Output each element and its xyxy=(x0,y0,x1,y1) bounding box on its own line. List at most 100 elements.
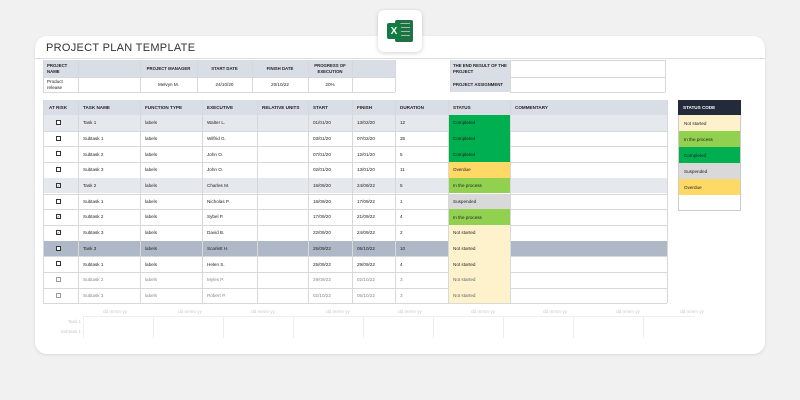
grid-line xyxy=(202,100,203,304)
gantt-date-placeholder: dd mmm yy xyxy=(471,308,495,314)
column-header: AT RISK xyxy=(49,104,68,110)
status-badge: In the process xyxy=(448,209,510,225)
start-cell: 01/01/20 xyxy=(313,120,331,126)
legend-item-not-started: Not started xyxy=(678,115,741,131)
row-divider xyxy=(43,287,667,289)
task-row-bg xyxy=(510,177,667,194)
function-type-cell: labels xyxy=(145,245,158,251)
at-risk-checkbox[interactable] xyxy=(56,167,61,173)
start-cell: 16/09/20 xyxy=(313,183,331,189)
gantt-row-label: Task 1 xyxy=(67,318,81,324)
status-badge: Completed xyxy=(448,130,510,147)
duration-cell: 3 xyxy=(400,292,403,298)
at-risk-checkbox[interactable] xyxy=(56,261,61,267)
duration-cell: 1 xyxy=(400,198,403,204)
grid-line xyxy=(665,60,666,92)
executive-cell: John O. xyxy=(207,167,224,173)
finish-cell: 13/02/20 xyxy=(357,120,375,126)
start-cell: 17/09/20 xyxy=(313,214,331,220)
info-header-assignment: PROJECT ASSIGNMENT xyxy=(453,81,503,87)
table-header-row xyxy=(43,100,667,115)
task-row-bg xyxy=(43,177,448,194)
status-badge: Not started xyxy=(448,224,510,241)
grid-line xyxy=(667,100,668,304)
info-header-cell xyxy=(352,60,395,77)
start-cell: 29/09/22 xyxy=(313,277,331,283)
column-header: RELATIVE UNITS xyxy=(262,104,300,110)
function-type-cell: labels xyxy=(145,261,158,267)
function-type-cell: labels xyxy=(145,167,158,173)
executive-cell: Walter L. xyxy=(207,120,226,126)
grid-line xyxy=(78,60,79,92)
finish-cell: 05/10/22 xyxy=(357,292,375,298)
duration-cell: 5 xyxy=(400,183,403,189)
function-type-cell: labels xyxy=(145,277,158,283)
at-risk-checkbox[interactable] xyxy=(56,292,61,298)
task-name-cell: Subtask 1 xyxy=(83,135,104,141)
row-divider xyxy=(43,193,667,195)
grid-line xyxy=(257,100,258,304)
task-name-cell: Subtask 3 xyxy=(83,167,104,173)
gantt-row-label: Subtask 1 xyxy=(60,328,81,334)
task-name-cell: Task 1 xyxy=(83,120,97,126)
executive-cell: Helen S. xyxy=(207,261,225,267)
gantt-date-placeholder: dd mmm yy xyxy=(326,308,350,314)
at-risk-checkbox[interactable] xyxy=(56,151,61,157)
row-divider xyxy=(43,272,667,273)
grid-line xyxy=(252,60,253,92)
row-divider xyxy=(43,162,667,164)
start-cell: 25/09/22 xyxy=(313,245,331,251)
function-type-cell: labels xyxy=(145,198,158,204)
function-type-cell: labels xyxy=(145,135,158,141)
at-risk-checkbox[interactable] xyxy=(56,198,61,204)
status-badge: Overdue xyxy=(448,162,510,178)
at-risk-checkbox[interactable] xyxy=(56,277,61,282)
function-type-cell: labels xyxy=(145,230,158,236)
finish-cell: 05/10/22 xyxy=(357,245,375,251)
at-risk-checkbox[interactable] xyxy=(56,120,61,125)
task-name-cell: Subtask 1 xyxy=(83,261,104,267)
grid-line xyxy=(153,316,154,339)
function-type-cell: labels xyxy=(145,151,158,157)
finish-cell: 24/09/22 xyxy=(357,230,375,236)
at-risk-checkbox[interactable]: ✓ xyxy=(56,214,61,220)
gantt-date-placeholder: dd mmm yy xyxy=(103,308,127,314)
grid-line xyxy=(83,316,695,318)
at-risk-checkbox[interactable] xyxy=(56,135,61,141)
legend-item-overdue: Overdue xyxy=(678,179,741,195)
grid-line xyxy=(43,92,395,93)
task-name-cell: Subtask 2 xyxy=(83,151,104,157)
finish-cell: 21/09/22 xyxy=(357,214,375,220)
info-header-cell xyxy=(308,60,352,77)
start-cell: 07/01/20 xyxy=(313,151,331,157)
grid-line xyxy=(352,100,353,304)
start-cell: 02/10/22 xyxy=(313,292,331,298)
at-risk-checkbox[interactable]: ✓ xyxy=(56,182,61,188)
grid-line xyxy=(510,60,511,92)
executive-cell: Sybel P. xyxy=(207,214,224,220)
duration-cell: 2 xyxy=(400,230,403,236)
info-header-cell xyxy=(450,77,510,92)
column-header: START xyxy=(313,104,328,110)
grid-line xyxy=(223,316,224,339)
executive-cell: Wilfrid G. xyxy=(207,135,226,141)
at-risk-checkbox[interactable]: ✓ xyxy=(56,229,61,235)
grid-line xyxy=(197,60,198,92)
grid-line xyxy=(395,100,396,304)
gantt-date-placeholder: dd mmm yy xyxy=(398,308,422,314)
spreadsheet-card: PROJECT PLAN TEMPLATE PROJECT NAME Produc… xyxy=(35,36,765,354)
task-row-bg xyxy=(43,240,448,257)
at-risk-checkbox[interactable] xyxy=(56,245,61,251)
info-header-cell xyxy=(43,60,78,77)
finish-cell: 12/01/20 xyxy=(357,151,375,157)
grid-line xyxy=(450,60,451,92)
gantt-date-placeholder: dd mmm yy xyxy=(616,308,640,314)
gantt-date-placeholder: dd mmm yy xyxy=(543,308,567,314)
task-name-cell: Subtask 2 xyxy=(83,214,104,220)
page-title: PROJECT PLAN TEMPLATE xyxy=(46,42,196,54)
column-header: FINISH xyxy=(357,104,373,110)
info-header-finish_date: FINISH DATE xyxy=(266,65,294,71)
gantt-date-placeholder: dd mmm yy xyxy=(680,308,704,314)
column-header: COMMENTARY xyxy=(515,104,548,110)
task-row-bg xyxy=(510,115,667,131)
